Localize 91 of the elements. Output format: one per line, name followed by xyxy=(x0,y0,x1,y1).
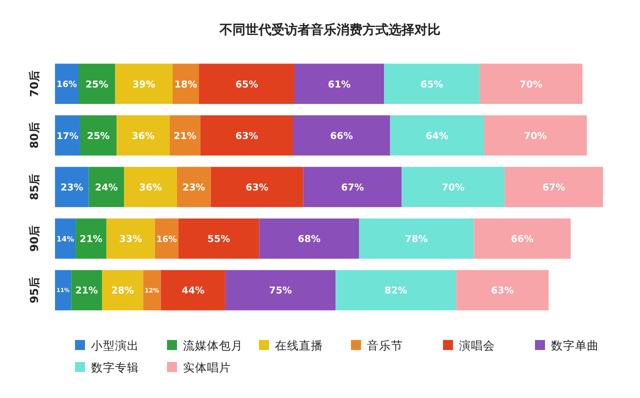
y-tick-label: 90后 xyxy=(28,225,41,252)
bar xyxy=(484,115,587,156)
bar xyxy=(259,218,360,259)
bar xyxy=(124,166,177,208)
data-label: 28% xyxy=(111,286,134,297)
data-label: 68% xyxy=(298,234,322,246)
legend-label: 实体唱片 xyxy=(183,360,231,374)
bar xyxy=(55,270,72,310)
bar xyxy=(200,115,294,156)
legend-label: 小型演出 xyxy=(91,338,139,352)
legend-label: 在线直播 xyxy=(275,338,323,352)
bar xyxy=(178,218,260,259)
data-label: 16% xyxy=(156,234,178,245)
data-label: 67% xyxy=(341,182,364,194)
data-label: 75% xyxy=(269,286,292,297)
bar xyxy=(303,166,402,208)
data-label: 39% xyxy=(132,79,156,90)
data-label: 17% xyxy=(56,130,78,142)
bar xyxy=(456,270,549,310)
data-label: 36% xyxy=(132,130,155,142)
bar xyxy=(115,64,173,104)
data-label: 33% xyxy=(119,234,143,246)
data-label: 63% xyxy=(490,286,514,297)
bar xyxy=(160,270,226,310)
data-label: 63% xyxy=(246,182,269,194)
bar xyxy=(176,166,211,208)
data-label: 16% xyxy=(56,80,78,90)
bar xyxy=(88,166,124,208)
legend-label: 数字单曲 xyxy=(551,338,599,352)
data-label: 82% xyxy=(384,286,408,297)
data-label: 23% xyxy=(182,182,206,194)
y-tick-label: 95后 xyxy=(28,277,41,304)
bar xyxy=(225,270,336,310)
data-label: 65% xyxy=(235,79,259,90)
y-tick-label: 80后 xyxy=(28,122,41,149)
bar xyxy=(154,218,178,259)
bar xyxy=(390,115,484,156)
bar xyxy=(76,218,106,259)
legend-label: 流媒体包月 xyxy=(183,338,243,352)
bar xyxy=(55,166,89,208)
data-label: 78% xyxy=(405,234,428,246)
legend-label: 演唱会 xyxy=(459,338,495,352)
data-label: 25% xyxy=(85,79,109,90)
data-label: 44% xyxy=(182,286,205,297)
bar xyxy=(293,115,390,156)
data-label: 70% xyxy=(524,130,548,142)
bar xyxy=(504,166,603,208)
bar xyxy=(80,115,117,156)
bar xyxy=(55,115,80,156)
data-label: 70% xyxy=(520,79,543,90)
bar xyxy=(198,64,294,104)
bar xyxy=(170,115,200,156)
bar xyxy=(359,218,474,259)
y-tick-label: 85后 xyxy=(28,174,41,200)
bar xyxy=(116,115,170,156)
data-label: 18% xyxy=(174,79,198,90)
legend-label: 数字专辑 xyxy=(91,360,139,374)
data-label: 23% xyxy=(60,182,84,194)
bar xyxy=(172,64,199,104)
data-label: 61% xyxy=(328,79,352,90)
bar xyxy=(102,270,144,310)
data-label: 36% xyxy=(139,182,162,194)
y-tick-label: 70后 xyxy=(28,70,41,97)
bar xyxy=(143,270,161,310)
bar xyxy=(55,218,76,259)
bar xyxy=(294,64,384,104)
bar xyxy=(210,166,304,208)
data-label: 21% xyxy=(174,130,197,142)
data-label: 67% xyxy=(542,182,566,194)
data-label: 66% xyxy=(330,130,354,142)
bar xyxy=(71,270,102,310)
data-label: 66% xyxy=(510,234,534,246)
bar xyxy=(55,64,79,104)
bar xyxy=(480,64,582,104)
bar xyxy=(336,270,456,310)
bar xyxy=(474,218,571,259)
data-label: 70% xyxy=(442,182,465,194)
bar xyxy=(402,166,505,208)
legend-label: 音乐节 xyxy=(367,338,403,352)
data-label: 55% xyxy=(207,234,231,246)
data-label: 64% xyxy=(426,130,449,142)
data-label: 25% xyxy=(86,130,110,142)
chart-title: 不同世代受访者音乐消费方式选择对比 xyxy=(218,22,440,38)
data-label: 21% xyxy=(75,286,98,297)
data-label: 65% xyxy=(420,79,444,90)
data-label: 21% xyxy=(80,234,103,246)
bar xyxy=(106,218,155,259)
data-label: 24% xyxy=(95,182,118,194)
data-label: 63% xyxy=(235,130,259,142)
bar xyxy=(384,64,480,104)
bar xyxy=(78,64,116,104)
